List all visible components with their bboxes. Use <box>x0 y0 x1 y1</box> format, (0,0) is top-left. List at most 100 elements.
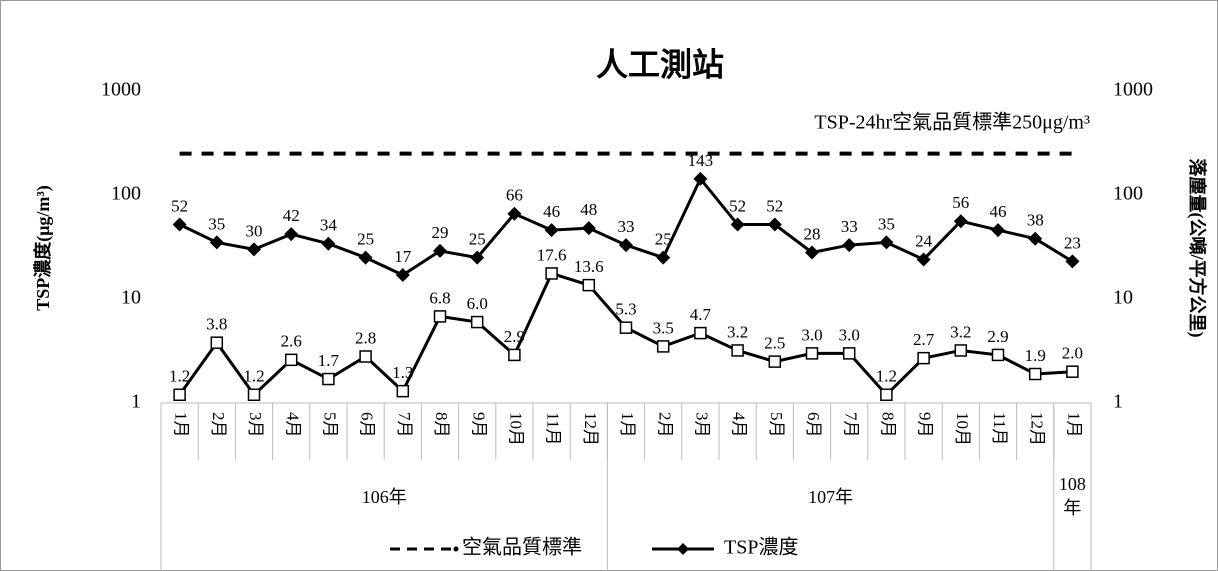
marker <box>842 238 857 253</box>
data-label: 38 <box>1027 211 1044 230</box>
marker <box>545 267 558 280</box>
data-label: 2.6 <box>281 332 302 351</box>
data-label: 42 <box>283 206 300 225</box>
data-label: 6.0 <box>467 294 488 313</box>
marker <box>507 206 522 221</box>
x-tick-label: 5月 <box>320 412 339 438</box>
marker <box>433 243 447 258</box>
marker <box>247 388 261 402</box>
data-label: 25 <box>655 230 672 249</box>
x-tick-label: 4月 <box>730 412 749 438</box>
marker <box>359 350 372 363</box>
data-label: 1.2 <box>876 367 897 386</box>
group-label: 108年 <box>1058 474 1086 518</box>
marker <box>768 355 782 368</box>
data-label: 46 <box>990 202 1007 221</box>
marker <box>991 223 1005 238</box>
y2-tick-label: 1 <box>1113 391 1123 413</box>
x-tick-label: 11月 <box>990 412 1009 445</box>
y2-axis-title: 落塵量(公噸/平方公里) <box>1186 159 1208 338</box>
data-label: 143 <box>688 151 714 170</box>
marker <box>544 223 559 238</box>
legend-label: 空氣品質標準 <box>462 536 582 559</box>
series-line <box>178 271 1073 398</box>
marker <box>805 245 819 260</box>
x-tick-label: 6月 <box>804 412 823 438</box>
marker <box>694 326 707 340</box>
marker <box>581 221 596 236</box>
annotation: TSP-24hr空氣品質標準250μg/m³ <box>814 111 1090 134</box>
x-tick-label: 3月 <box>692 412 711 438</box>
data-label: 29 <box>432 223 449 242</box>
marker <box>321 236 336 251</box>
marker <box>805 347 819 360</box>
marker <box>358 250 373 265</box>
marker <box>396 384 410 398</box>
data-label: 33 <box>841 217 858 236</box>
data-label: 3.5 <box>653 318 674 337</box>
marker <box>731 344 744 357</box>
data-label: 2.7 <box>913 330 935 349</box>
data-label: 66 <box>506 186 523 205</box>
data-label: 52 <box>171 196 188 215</box>
x-tick-label: 10月 <box>953 412 972 446</box>
data-label: 24 <box>915 231 933 250</box>
x-tick-label: 10月 <box>506 412 525 446</box>
marker <box>991 348 1005 362</box>
marker <box>1028 367 1042 381</box>
x-tick-label: 1月 <box>1064 412 1083 438</box>
marker <box>953 214 968 229</box>
data-label: 2.0 <box>1062 344 1083 363</box>
marker <box>470 250 485 265</box>
x-tick-label: 8月 <box>878 412 897 438</box>
x-tick-label: 9月 <box>916 412 935 438</box>
data-label: 46 <box>543 202 560 221</box>
x-tick-label: 3月 <box>246 412 265 438</box>
marker <box>508 348 521 362</box>
marker <box>1028 231 1043 246</box>
y2-tick-label: 100 <box>1113 183 1143 205</box>
data-label: 2.8 <box>355 328 376 347</box>
x-tick-label: 4月 <box>283 412 302 438</box>
data-label: 1.7 <box>318 351 340 370</box>
marker <box>842 347 856 360</box>
marker <box>210 336 224 349</box>
marker <box>656 340 670 353</box>
x-tick-label: 2月 <box>655 412 674 438</box>
y-tick-label: 10 <box>121 287 141 309</box>
data-label: 3.0 <box>839 325 860 344</box>
legend-marker <box>453 546 459 552</box>
marker <box>880 388 893 402</box>
marker <box>173 388 186 402</box>
data-label: 48 <box>580 200 597 219</box>
data-label: 35 <box>878 214 895 233</box>
group-label: 107年 <box>808 487 854 507</box>
x-tick-label: 2月 <box>209 412 228 438</box>
marker <box>917 351 930 365</box>
data-label: 28 <box>804 224 821 243</box>
legend-label: TSP濃度 <box>724 536 798 559</box>
data-label: 35 <box>208 214 225 233</box>
marker <box>619 321 633 334</box>
y-tick-label: 1000 <box>101 79 141 101</box>
data-label: 17 <box>394 247 412 266</box>
x-tick-label: 5月 <box>767 412 786 438</box>
data-label: 3.0 <box>801 325 822 344</box>
data-label: 56 <box>952 193 969 212</box>
marker <box>284 353 298 367</box>
marker <box>1066 365 1079 378</box>
x-tick-label: 12月 <box>581 412 600 446</box>
marker <box>247 242 261 257</box>
marker <box>916 252 931 267</box>
x-tick-label: 1月 <box>172 412 191 438</box>
marker <box>433 310 447 323</box>
x-tick-label: 6月 <box>358 412 377 438</box>
data-label: 23 <box>1064 233 1081 252</box>
data-label: 52 <box>766 196 783 215</box>
marker <box>879 235 894 250</box>
data-label: 2.5 <box>764 334 785 353</box>
data-label: 34 <box>320 216 338 235</box>
data-label: 1.2 <box>243 367 264 386</box>
marker <box>322 372 335 386</box>
